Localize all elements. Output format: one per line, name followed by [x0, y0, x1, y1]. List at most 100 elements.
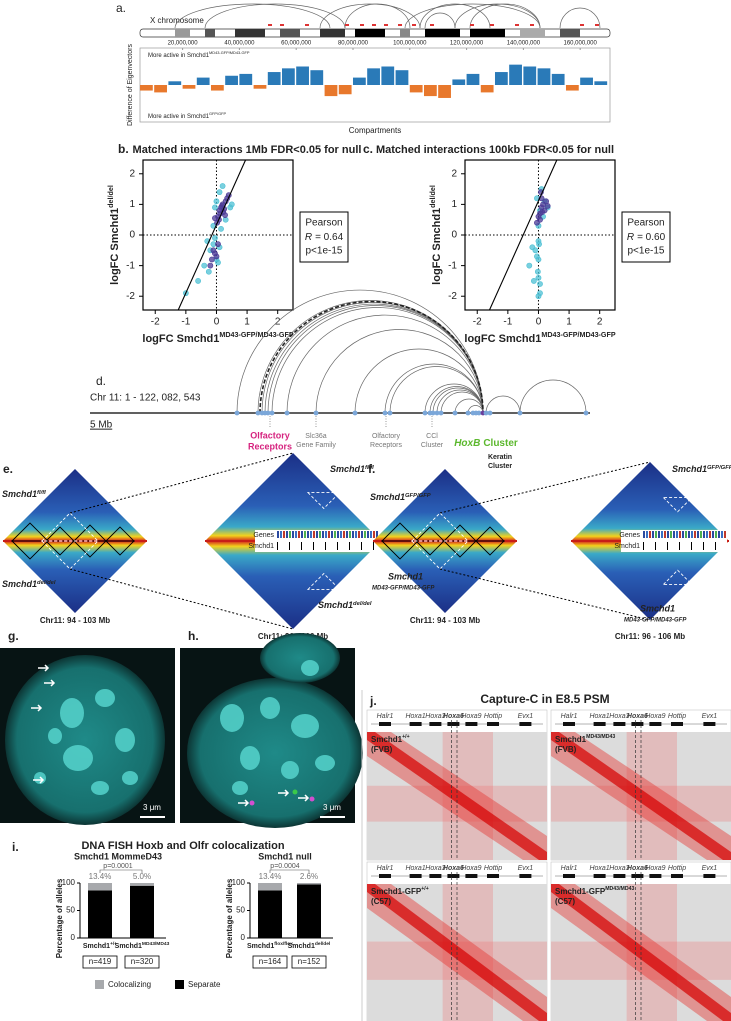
scatter-point: [212, 235, 218, 241]
ideogram-band: [320, 29, 345, 37]
arrow: [298, 794, 310, 802]
region-label: Receptors: [370, 442, 402, 449]
sample-strain: (FVB): [555, 745, 577, 754]
n-label: n=419: [89, 957, 112, 966]
gene-model: [409, 874, 422, 878]
track-label: Smchd1: [248, 543, 274, 550]
locus: [422, 410, 428, 416]
gene-label: Halr1: [377, 713, 394, 720]
chromocenter: [63, 745, 93, 771]
region-mark: [384, 24, 388, 26]
compartment-bar: [409, 85, 423, 93]
chromosome-label: Chr 11: 1 - 122, 082, 543: [90, 393, 201, 404]
smchd1-peak: [655, 542, 656, 550]
x-tick-label: 60,000,000: [281, 41, 312, 47]
x-tick-label: 100,000,000: [393, 41, 427, 47]
ideogram-band: [560, 29, 580, 37]
region-mark: [305, 24, 309, 26]
gene-label: Hoxa1: [589, 865, 609, 872]
arrow: [38, 664, 50, 672]
gene-mark: [292, 531, 294, 538]
bar-segment: [88, 883, 112, 891]
region-mark: [530, 24, 534, 26]
gene-mark: [661, 531, 663, 538]
gene-model: [487, 722, 499, 726]
compartment-bar: [523, 66, 537, 85]
gene-label: Evx1: [702, 865, 718, 872]
ideogram-band: [235, 29, 265, 37]
annotation: More active in Smchd1GFP/GFP: [148, 111, 227, 120]
gene-mark: [691, 531, 693, 538]
tad-outline: [40, 540, 100, 570]
nucleus: [260, 633, 340, 683]
gene-model: [563, 722, 575, 726]
compartment-bar: [438, 85, 451, 98]
chart-subtitle: Smchd1 MommeD43: [74, 851, 162, 861]
scatter-point: [216, 189, 223, 196]
x-tick-label: 120,000,000: [450, 41, 484, 47]
ideogram-band: [280, 29, 300, 37]
interaction-arc: [354, 348, 484, 414]
gene-mark: [337, 531, 339, 538]
gene-label: Halr1: [561, 713, 578, 720]
y-tick-label: 100: [232, 878, 246, 887]
r-value: = 0.60: [637, 232, 666, 243]
tad-outline: [104, 540, 136, 556]
gene-mark: [679, 531, 681, 538]
zoom-guide: [69, 452, 294, 514]
interaction-arc: [559, 7, 601, 29]
gene-mark: [319, 531, 321, 538]
nucleus: [5, 655, 165, 825]
gene-model: [593, 874, 606, 878]
gene-mark: [688, 531, 690, 538]
panel-label: b.: [118, 142, 129, 156]
gene-label: Hoxa9: [645, 865, 665, 872]
compartment-bar: [580, 77, 593, 85]
ideogram-band: [470, 29, 505, 37]
smchd1-peak: [313, 542, 314, 550]
label: X chromosome: [150, 16, 204, 25]
y-axis-label: Difference of Eigenvectors: [127, 44, 134, 126]
arrow: [238, 799, 250, 807]
scatter-point: [222, 212, 228, 219]
gene-mark: [712, 531, 714, 538]
scatter-point: [205, 268, 212, 275]
compartment-bar: [452, 79, 466, 85]
gene-mark: [346, 531, 348, 538]
gene-label: Hoxa1: [589, 713, 609, 720]
smchd1-peak: [715, 542, 716, 550]
gene-model: [703, 874, 716, 878]
gene-model: [671, 722, 683, 726]
scatter-point: [529, 244, 536, 251]
zoom-guide: [69, 568, 294, 630]
compartment-bar: [480, 85, 494, 93]
gene-label: Evx1: [702, 713, 718, 720]
y-tick-label: 50: [236, 906, 245, 915]
gene-mark: [697, 531, 699, 538]
gene-model: [465, 874, 478, 878]
interaction-arc: [440, 391, 484, 414]
legend-swatch: [175, 980, 184, 989]
interaction-arc: [286, 314, 484, 414]
x-tick-label: -2: [473, 317, 482, 328]
x-tick-label: 0: [214, 317, 220, 328]
locus: [265, 410, 271, 416]
tad-outline: [380, 540, 420, 560]
locus: [487, 410, 493, 416]
region-label: CCl: [426, 433, 438, 440]
smchd1-peak: [679, 542, 680, 550]
hoxb-label: HoxB Cluster: [454, 438, 518, 449]
ideogram-band: [425, 29, 460, 37]
compartment-bar: [466, 73, 480, 85]
smchd1-peak: [691, 542, 692, 550]
scatter-point: [530, 278, 537, 284]
scatter-point: [544, 203, 551, 209]
gene-mark: [343, 531, 345, 538]
category-sup: del/del: [315, 941, 331, 947]
bar-segment: [130, 885, 154, 938]
chromocenter: [260, 697, 280, 719]
interaction-arc: [467, 405, 484, 414]
gene-label: Hoxa3: [609, 865, 629, 872]
interaction-arc: [204, 3, 346, 29]
stats-label: R = 0.60: [627, 232, 666, 243]
